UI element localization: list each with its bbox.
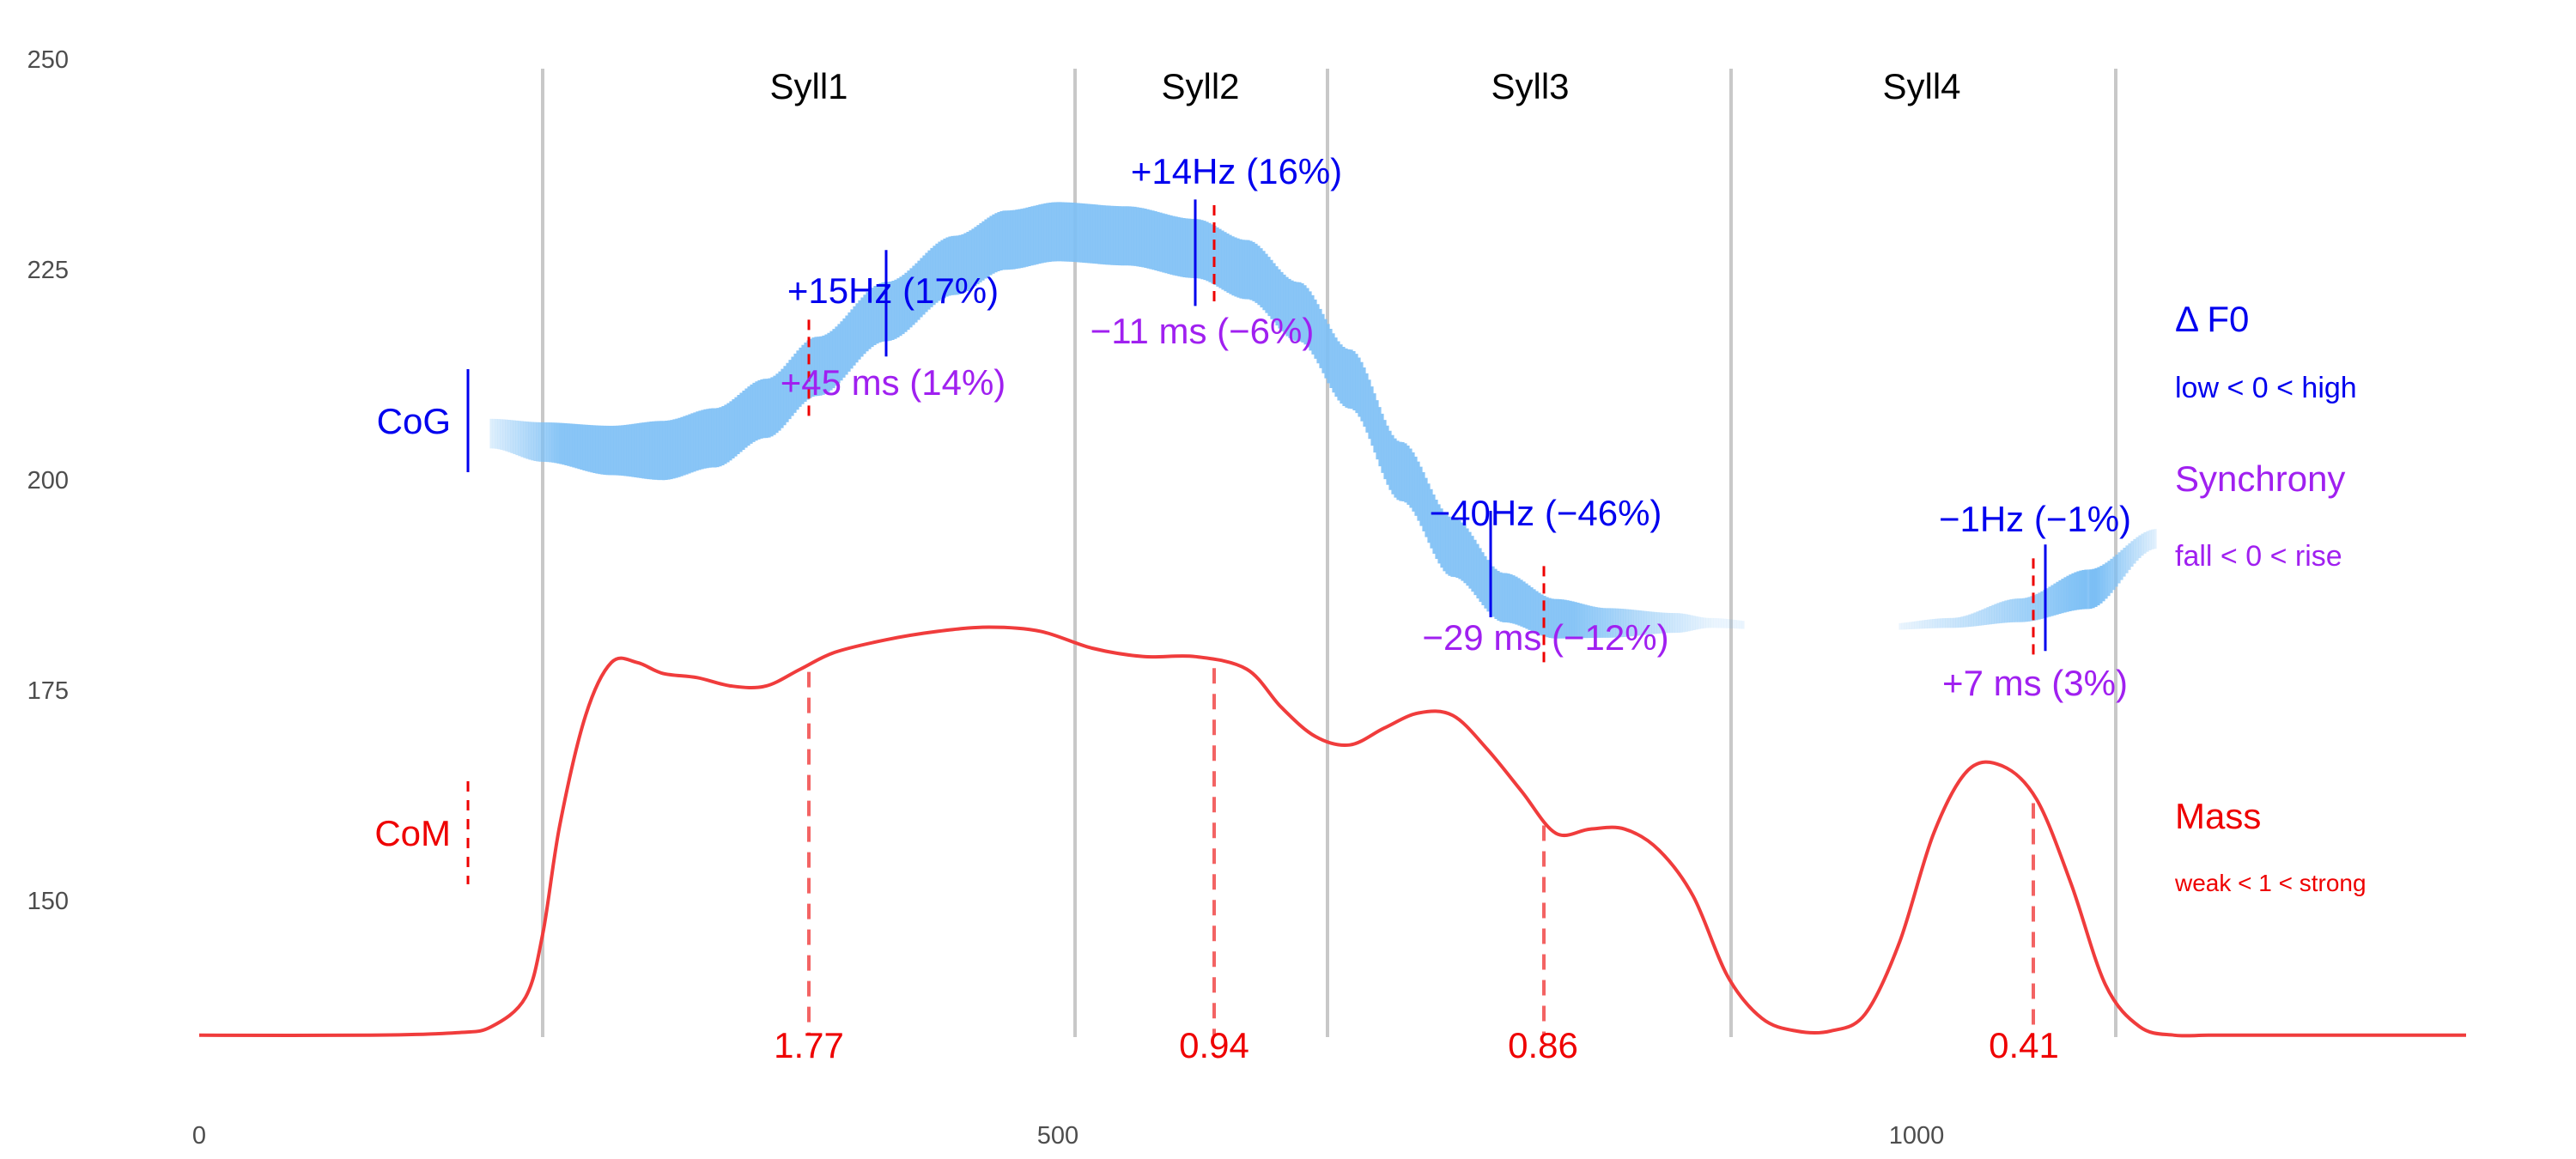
cog-key: CoG xyxy=(377,369,470,472)
y-tick-label: 225 xyxy=(27,257,69,284)
synchrony-label: +45 ms (14%) xyxy=(781,362,1006,403)
legend-synchrony-subtitle: fall < 0 < rise xyxy=(2175,540,2342,573)
mass-value-label: 0.86 xyxy=(1508,1025,1578,1065)
x-tick-label: 1000 xyxy=(1889,1122,1945,1150)
f0-change-label: +14Hz (16%) xyxy=(1131,151,1342,191)
syllable-boundaries xyxy=(541,69,2117,1037)
x-axis-ticks: 0 500 1000 xyxy=(192,1122,1944,1150)
com-key: CoM xyxy=(374,781,470,884)
f0-ribbon xyxy=(489,202,2157,639)
legend-f0-subtitle: low < 0 < high xyxy=(2175,372,2357,404)
y-tick-label: 150 xyxy=(27,888,69,915)
com-label: CoM xyxy=(374,813,451,853)
f0-markers xyxy=(884,199,2047,652)
x-tick-label: 500 xyxy=(1037,1122,1078,1150)
syllable-label: Syll2 xyxy=(1161,66,1239,106)
f0-change-label: +15Hz (17%) xyxy=(787,270,999,311)
legend: Δ F0 low < 0 < high Synchrony fall < 0 <… xyxy=(2174,299,2366,896)
y-tick-label: 200 xyxy=(27,467,69,495)
x-tick-label: 0 xyxy=(192,1122,206,1150)
cog-label: CoG xyxy=(377,401,451,441)
syllable-label: Syll4 xyxy=(1882,66,1960,106)
legend-synchrony-title: Synchrony xyxy=(2175,458,2345,499)
syllable-label: Syll1 xyxy=(769,66,848,106)
syllable-labels: Syll1 Syll2 Syll3 Syll4 xyxy=(769,66,1960,106)
mass-value-label: 0.94 xyxy=(1179,1025,1249,1065)
synchrony-label: +7 ms (3%) xyxy=(1942,663,2128,703)
synchrony-label: −29 ms (−12%) xyxy=(1422,617,1668,658)
syllable-label: Syll3 xyxy=(1491,66,1569,106)
legend-mass-title: Mass xyxy=(2175,796,2261,836)
synchrony-label: −11 ms (−6%) xyxy=(1091,311,1315,351)
mass-value-label: 0.41 xyxy=(1989,1025,2059,1065)
legend-f0-title: Δ F0 xyxy=(2175,299,2249,339)
y-axis-ticks: 150 175 200 225 250 xyxy=(27,46,69,915)
y-tick-label: 250 xyxy=(27,46,69,74)
f0-change-label: −1Hz (−1%) xyxy=(1939,499,2131,539)
legend-mass-subtitle: weak < 1 < strong xyxy=(2174,870,2366,896)
f0-change-label: −40Hz (−46%) xyxy=(1430,493,1662,533)
mass-curve-line xyxy=(198,625,2466,1038)
mass-value-label: 1.77 xyxy=(774,1025,844,1065)
mass-curve xyxy=(198,625,2466,1038)
y-tick-label: 175 xyxy=(27,677,69,705)
com-markers xyxy=(807,204,2035,1035)
annotation-labels: +15Hz (17%) +45 ms (14%) 1.77 +14Hz (16%) −1… xyxy=(774,151,2131,1065)
